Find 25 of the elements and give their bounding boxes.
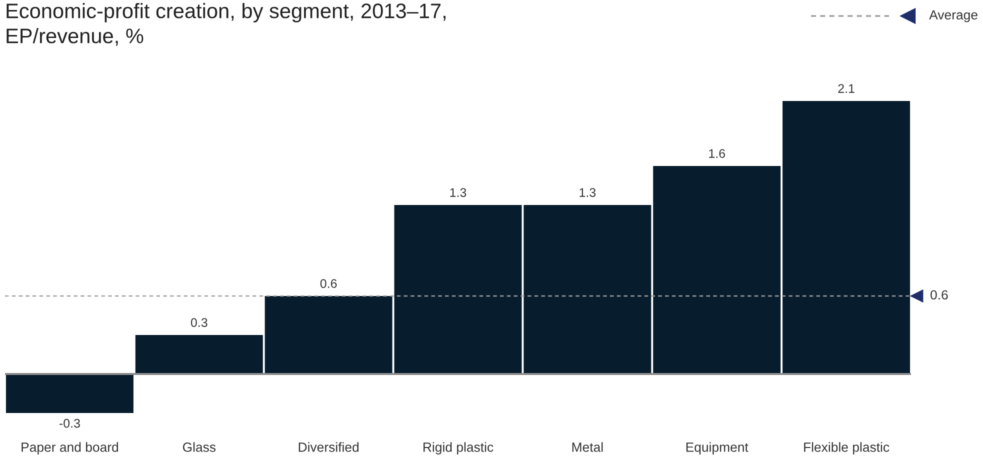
data-label: 2.1 <box>838 84 854 93</box>
data-label: 0.6 <box>320 279 337 288</box>
data-label: 1.3 <box>450 188 466 197</box>
bar <box>6 374 134 413</box>
bar <box>524 205 652 374</box>
bar <box>135 335 263 374</box>
chart-title: Economic-profit creation, by segment, 2013–17, <box>6 3 446 22</box>
x-tick-label: Flexible plastic <box>804 442 890 454</box>
bar <box>264 296 392 374</box>
bar <box>394 205 522 374</box>
chart-subtitle: EP/revenue, % <box>6 28 144 46</box>
x-tick-label: Metal <box>572 442 603 452</box>
data-label: -0.3 <box>60 418 80 428</box>
x-tick-label: Equipment <box>686 442 748 454</box>
x-tick-label: Diversified <box>298 442 359 452</box>
data-label: 1.3 <box>580 188 596 197</box>
bar <box>653 166 781 374</box>
data-label: 1.6 <box>709 149 725 158</box>
x-tick-label: Glass <box>182 442 216 452</box>
x-tick-label: Rigid plastic <box>424 442 494 454</box>
ref-line-label: 0.6 <box>930 290 948 300</box>
x-tick-label: Paper and board <box>22 442 118 454</box>
bar <box>782 101 910 374</box>
text: Average <box>929 10 978 22</box>
data-label: 0.3 <box>190 318 208 327</box>
